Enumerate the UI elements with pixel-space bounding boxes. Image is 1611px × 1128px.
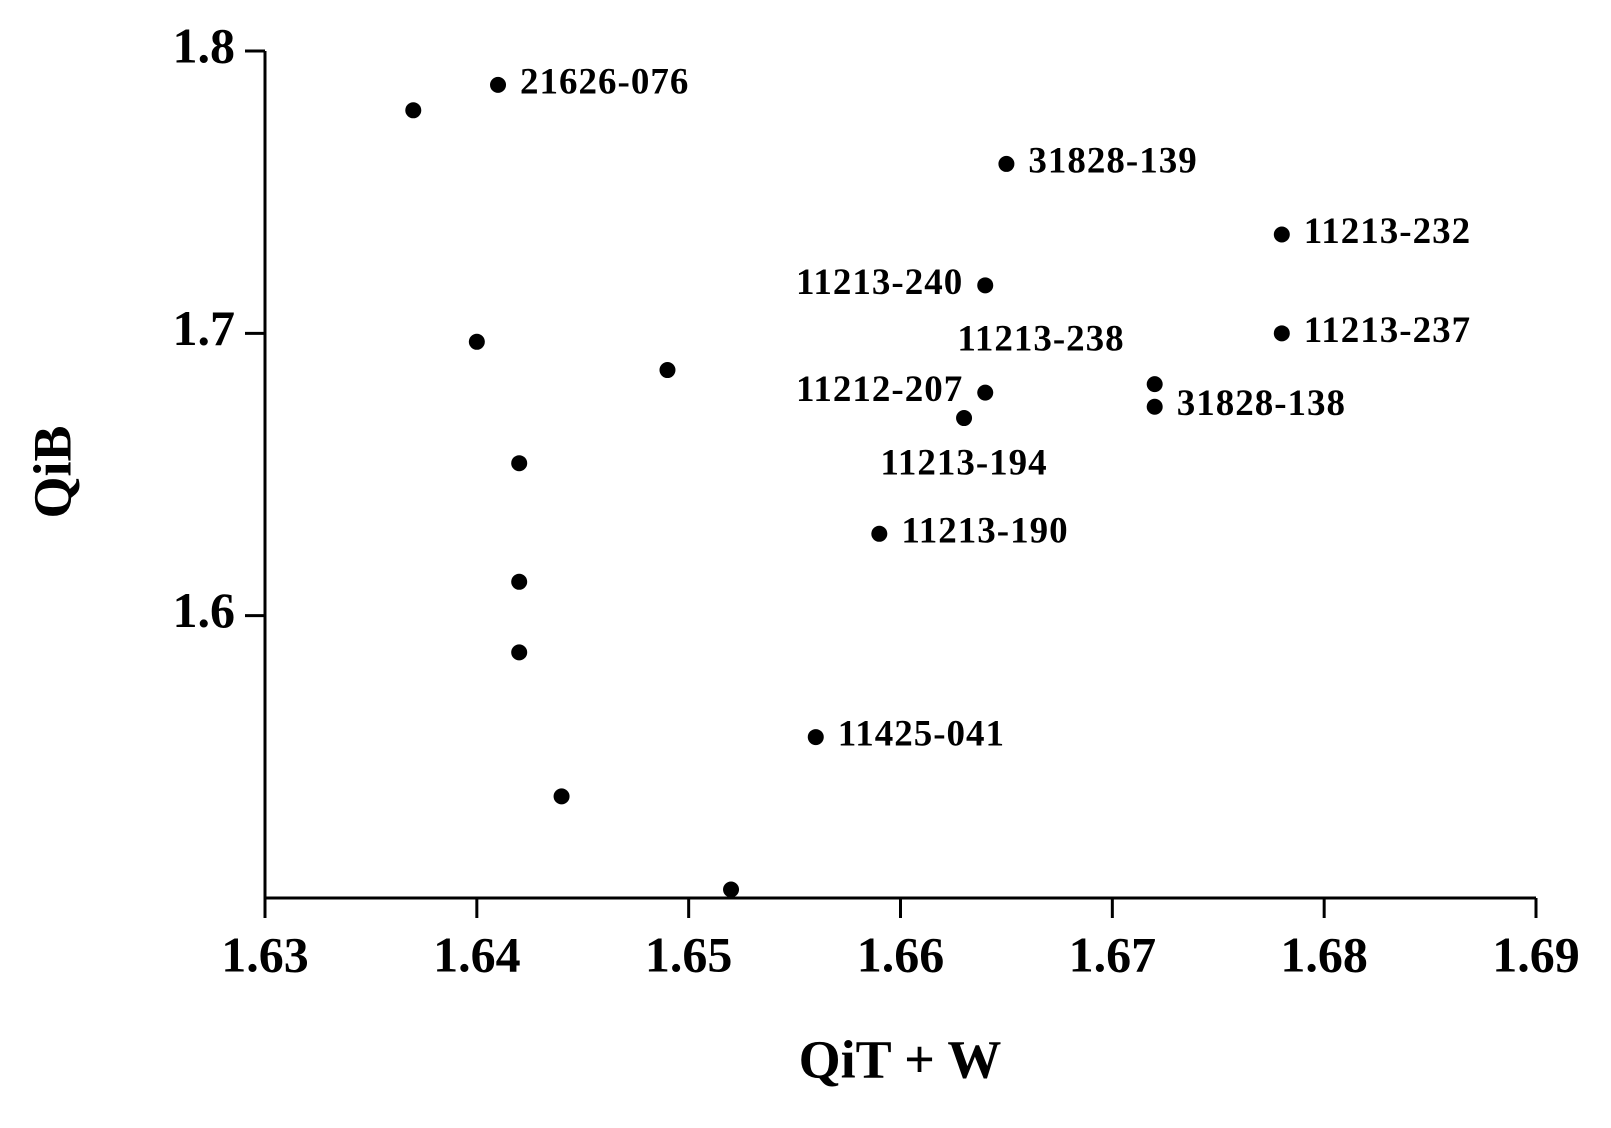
data-point	[1273, 226, 1290, 243]
point-label: 11425-041	[838, 714, 1005, 755]
x-tick-label: 1.67	[1069, 926, 1157, 982]
data-point	[511, 573, 528, 590]
data-point	[956, 410, 973, 427]
data-point	[807, 729, 824, 746]
y-tick-label: 1.6	[173, 582, 236, 638]
data-point	[511, 644, 528, 661]
data-point	[998, 155, 1015, 172]
y-tick-label: 1.8	[173, 17, 236, 73]
x-tick-label: 1.63	[221, 926, 309, 982]
point-label: 31828-138	[1177, 383, 1346, 424]
x-tick-label: 1.65	[645, 926, 733, 982]
data-point	[553, 788, 570, 805]
x-tick-label: 1.66	[857, 926, 945, 982]
x-axis-title: QiT + W	[799, 1029, 1002, 1089]
point-label: 11213-238	[957, 319, 1124, 360]
x-tick-label: 1.69	[1492, 926, 1580, 982]
x-tick-label: 1.68	[1280, 926, 1368, 982]
y-tick-label: 1.7	[173, 300, 236, 356]
point-label: 11213-240	[796, 262, 963, 303]
point-label: 11213-194	[880, 443, 1047, 484]
data-point	[468, 333, 485, 350]
data-point	[1146, 376, 1163, 393]
point-label: 11213-232	[1304, 211, 1471, 252]
data-point	[871, 525, 888, 542]
data-point	[1146, 398, 1163, 415]
data-point	[405, 102, 422, 119]
y-axis-title: QiB	[22, 425, 82, 518]
data-point	[490, 76, 507, 93]
data-point	[659, 362, 676, 379]
data-point	[977, 277, 994, 294]
data-point	[511, 455, 528, 472]
point-label: 21626-076	[520, 61, 689, 102]
point-label: 11213-190	[901, 510, 1068, 551]
data-point	[723, 881, 740, 898]
point-label: 11212-207	[796, 369, 963, 410]
point-label: 31828-139	[1028, 140, 1197, 181]
data-point	[1273, 325, 1290, 342]
point-label: 11213-237	[1304, 310, 1471, 351]
x-tick-label: 1.64	[433, 926, 521, 982]
data-point	[977, 384, 994, 401]
